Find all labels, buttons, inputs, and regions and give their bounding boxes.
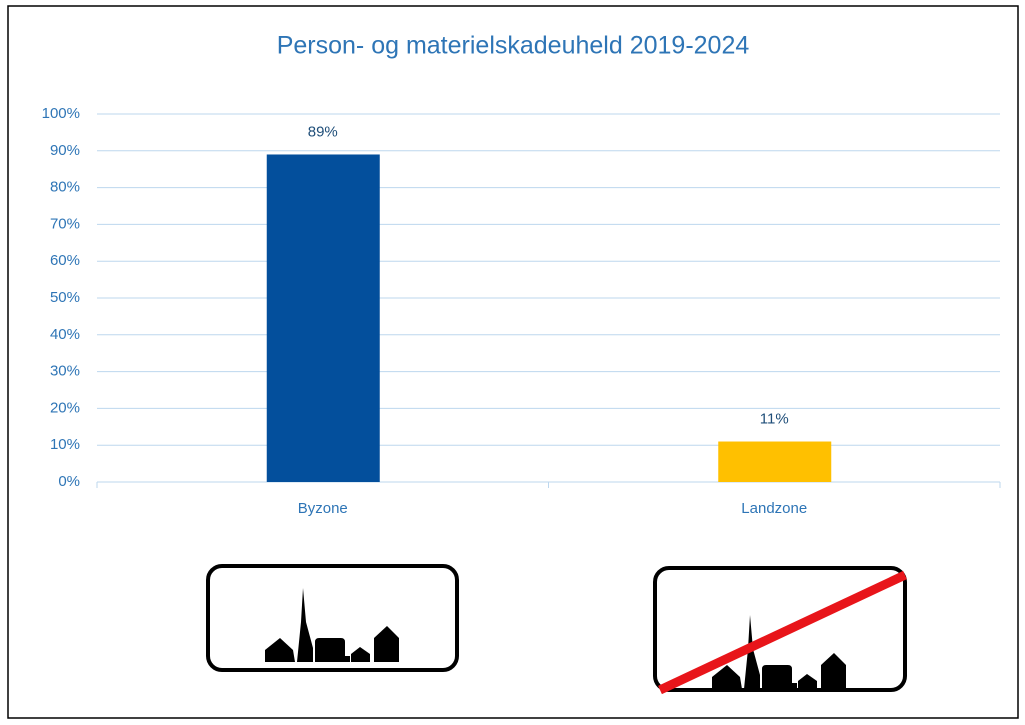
bar: [718, 441, 832, 482]
x-tick-label: Byzone: [298, 500, 348, 517]
x-tick-label: Landzone: [741, 500, 807, 517]
value-label: 89%: [308, 123, 338, 140]
value-label: 11%: [760, 410, 789, 427]
y-tick-label: 30%: [50, 363, 80, 380]
y-tick-label: 80%: [50, 179, 80, 196]
bar: [266, 154, 380, 483]
y-tick-label: 10%: [50, 436, 80, 453]
landzone-sign: [653, 566, 907, 695]
y-tick-label: 90%: [50, 142, 80, 159]
y-tick-label: 20%: [50, 399, 80, 416]
chart-title: Person- og materielskadeuheld 2019-2024: [277, 32, 750, 60]
byzone-sign: [206, 564, 459, 672]
y-tick-label: 60%: [50, 252, 80, 269]
y-tick-label: 70%: [50, 215, 80, 232]
y-tick-label: 100%: [42, 105, 80, 122]
y-tick-label: 50%: [50, 289, 80, 306]
y-tick-label: 40%: [50, 326, 80, 343]
y-tick-label: 0%: [58, 473, 80, 490]
